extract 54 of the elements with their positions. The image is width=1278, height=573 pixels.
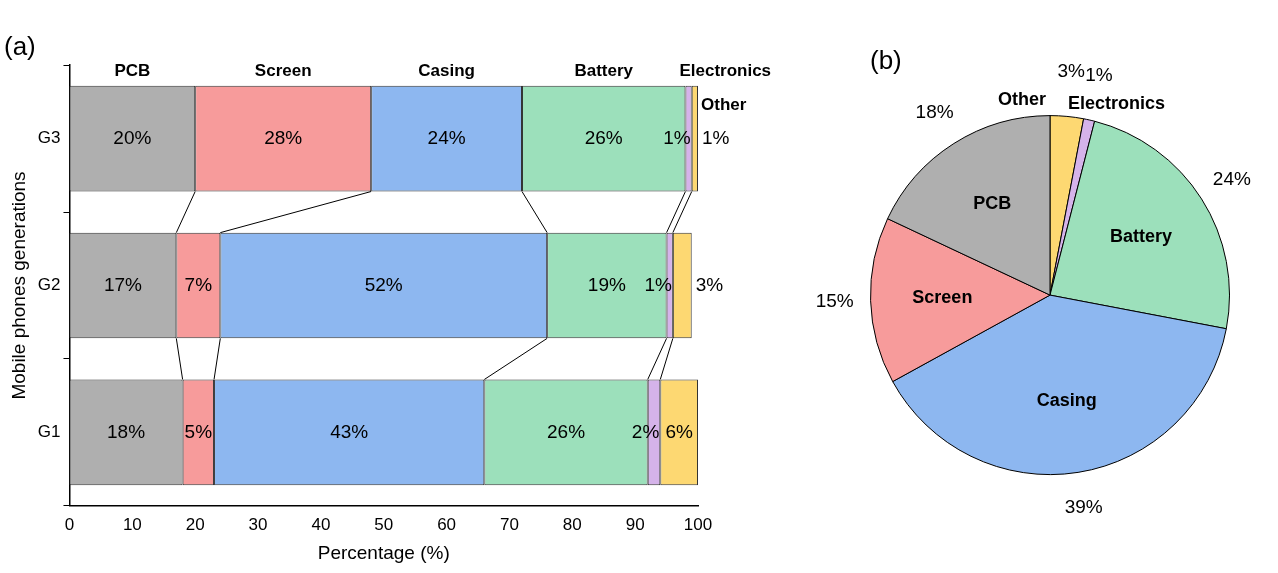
data-label: 1%	[644, 273, 672, 295]
data-label: 26%	[584, 126, 623, 148]
slice-label: PCB	[973, 193, 1012, 214]
y-axis-title: Mobile phones generations	[7, 171, 29, 400]
x-tick-label: 20	[185, 514, 205, 534]
data-label: 52%	[364, 273, 403, 295]
data-label: 19%	[587, 273, 626, 295]
data-label: 3%	[695, 273, 724, 295]
data-label: 20%	[113, 126, 152, 148]
slice-label: Battery	[1109, 226, 1172, 247]
series-label: Battery	[574, 61, 634, 81]
y-tick-label: G3	[37, 128, 61, 148]
data-label: 15%	[815, 290, 854, 312]
data-label: 1%	[1085, 64, 1113, 86]
x-tick-label: 90	[625, 514, 645, 534]
data-label: 1%	[663, 126, 691, 148]
data-label: 6%	[665, 420, 693, 442]
series-label: Other	[701, 95, 747, 115]
chart-title: (a)	[4, 30, 36, 61]
data-label: 17%	[103, 273, 143, 295]
slice-label: Casing	[1036, 390, 1097, 411]
series-label: PCB	[114, 61, 151, 81]
y-tick-label: G1	[37, 422, 61, 442]
data-label: 5%	[184, 420, 213, 442]
series-label: Casing	[418, 61, 475, 81]
data-label: 18%	[107, 420, 146, 442]
x-tick-label: 10	[122, 514, 142, 534]
data-label: 39%	[1064, 496, 1103, 518]
chart-title: (b)	[870, 44, 902, 75]
slice-label: Screen	[912, 287, 973, 308]
y-tick-label: G2	[37, 275, 61, 295]
x-tick-label: 0	[64, 514, 75, 534]
x-tick-label: 60	[437, 514, 457, 534]
slice-label: Other	[997, 89, 1046, 110]
data-label: 26%	[546, 420, 586, 442]
slice-label: Electronics	[1067, 93, 1165, 114]
data-label: 18%	[915, 101, 954, 123]
x-tick-label: 70	[499, 514, 519, 534]
x-tick-label: 80	[562, 514, 582, 534]
x-tick-label: 30	[248, 514, 268, 534]
x-axis-title: Percentage (%)	[317, 541, 450, 563]
data-label: 43%	[330, 420, 369, 442]
x-tick-label: 100	[683, 514, 713, 534]
data-label: 3%	[1057, 59, 1085, 81]
x-tick-label: 40	[311, 514, 331, 534]
series-label: Electronics	[679, 61, 772, 81]
data-label: 1%	[702, 126, 730, 148]
data-label: 24%	[1212, 167, 1251, 189]
data-label: 2%	[631, 420, 660, 442]
x-tick-label: 50	[374, 514, 394, 534]
data-label: 28%	[264, 126, 303, 148]
series-label: Screen	[254, 61, 312, 81]
data-label: 24%	[427, 126, 466, 148]
data-label: 7%	[184, 273, 213, 295]
